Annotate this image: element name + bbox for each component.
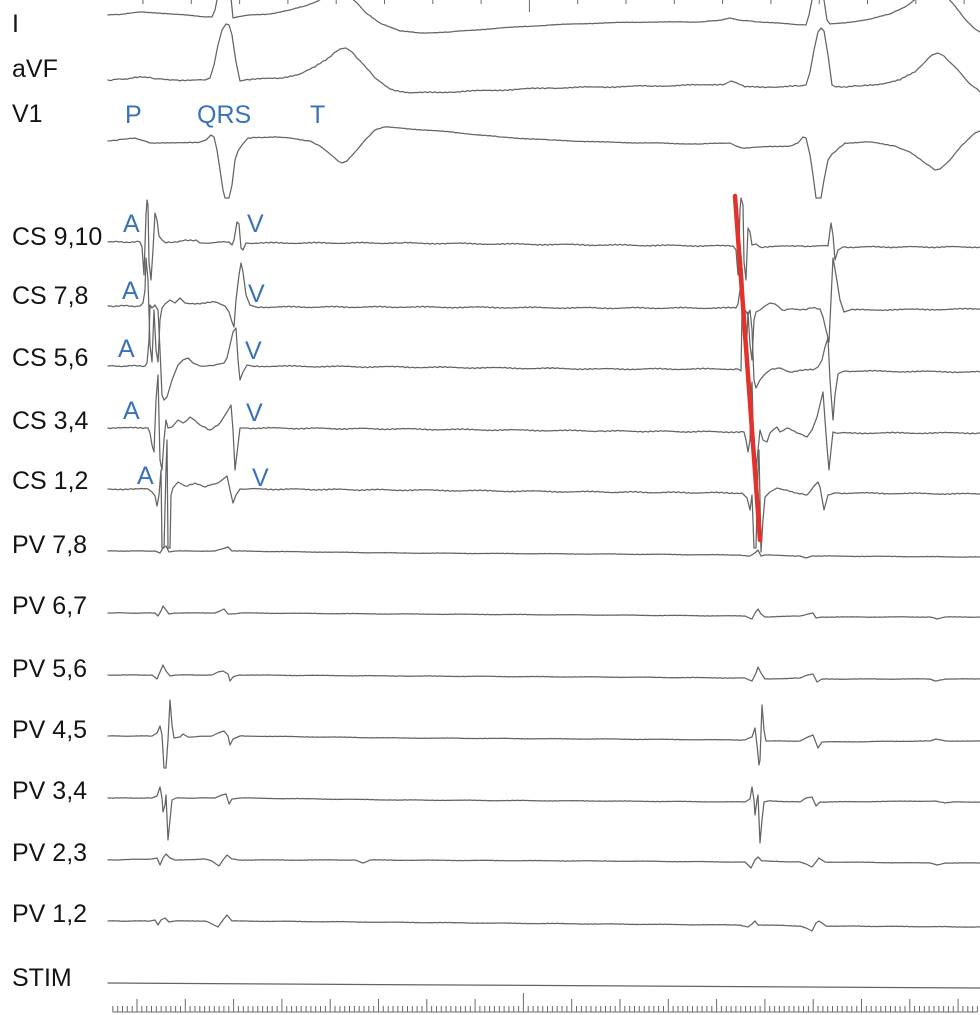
channel-label-i: I (12, 10, 19, 38)
channel-label-cs-9-10: CS 9,10 (12, 223, 103, 251)
ventricular-annotation-cs-1-2: V (252, 464, 269, 492)
trace-pv-2-3 (107, 853, 980, 869)
top-time-ticks (142, 0, 965, 12)
p-wave-annotation: P (125, 101, 142, 129)
trace-cs-5-6 (107, 304, 980, 421)
trace-cs-7-8 (107, 254, 980, 363)
ventricular-annotation-cs-5-6: V (245, 337, 262, 365)
trace-cs-3-4 (107, 374, 980, 471)
channel-label-pv-7-8: PV 7,8 (12, 531, 88, 559)
trace-avf (107, 23, 980, 94)
trace-v1 (107, 126, 980, 199)
trace-pv-6-7 (107, 605, 980, 620)
atrial-annotation-cs-3-4: A (123, 397, 140, 425)
atrial-annotation-cs-5-6: A (118, 335, 135, 363)
trace-i (107, 0, 980, 34)
atrial-annotation-cs-7-8: A (122, 277, 139, 305)
channel-label-cs-5-6: CS 5,6 (12, 344, 89, 372)
channel-label-pv-2-3: PV 2,3 (12, 839, 88, 867)
time-ruler (112, 993, 978, 1013)
ventricular-annotation-cs-9-10: V (247, 210, 264, 238)
channel-label-stim: STIM (12, 964, 72, 992)
channel-label-v1: V1 (12, 100, 43, 128)
channel-label-avf: aVF (12, 55, 58, 83)
ventricular-annotation-cs-3-4: V (246, 399, 263, 427)
trace-pv-7-8 (107, 545, 980, 559)
atrial-annotation-cs-9-10: A (123, 210, 140, 238)
channel-label-pv-4-5: PV 4,5 (12, 716, 88, 744)
activation-sequence-line (732, 193, 763, 543)
qrs-annotation: QRS (197, 101, 252, 129)
t-wave-annotation: T (310, 101, 326, 129)
atrial-annotation-cs-1-2: A (137, 462, 154, 490)
trace-cs-1-2 (107, 439, 980, 553)
trace-cs-9-10 (107, 197, 980, 281)
channel-label-pv-6-7: PV 6,7 (12, 592, 88, 620)
channel-label-pv-1-2: PV 1,2 (12, 900, 88, 928)
trace-pv-1-2 (107, 914, 980, 932)
trace-stim (107, 982, 980, 989)
channel-label-pv-5-6: PV 5,6 (12, 655, 88, 683)
trace-pv-5-6 (107, 664, 980, 683)
channel-label-cs-1-2: CS 1,2 (12, 467, 89, 495)
channel-label-cs-7-8: CS 7,8 (12, 282, 89, 310)
channel-label-pv-3-4: PV 3,4 (12, 777, 88, 805)
ventricular-annotation-cs-7-8: V (248, 280, 265, 308)
trace-pv-3-4 (107, 786, 980, 844)
channel-traces (107, 0, 980, 989)
channel-label-cs-3-4: CS 3,4 (12, 407, 89, 435)
trace-pv-4-5 (107, 699, 980, 769)
